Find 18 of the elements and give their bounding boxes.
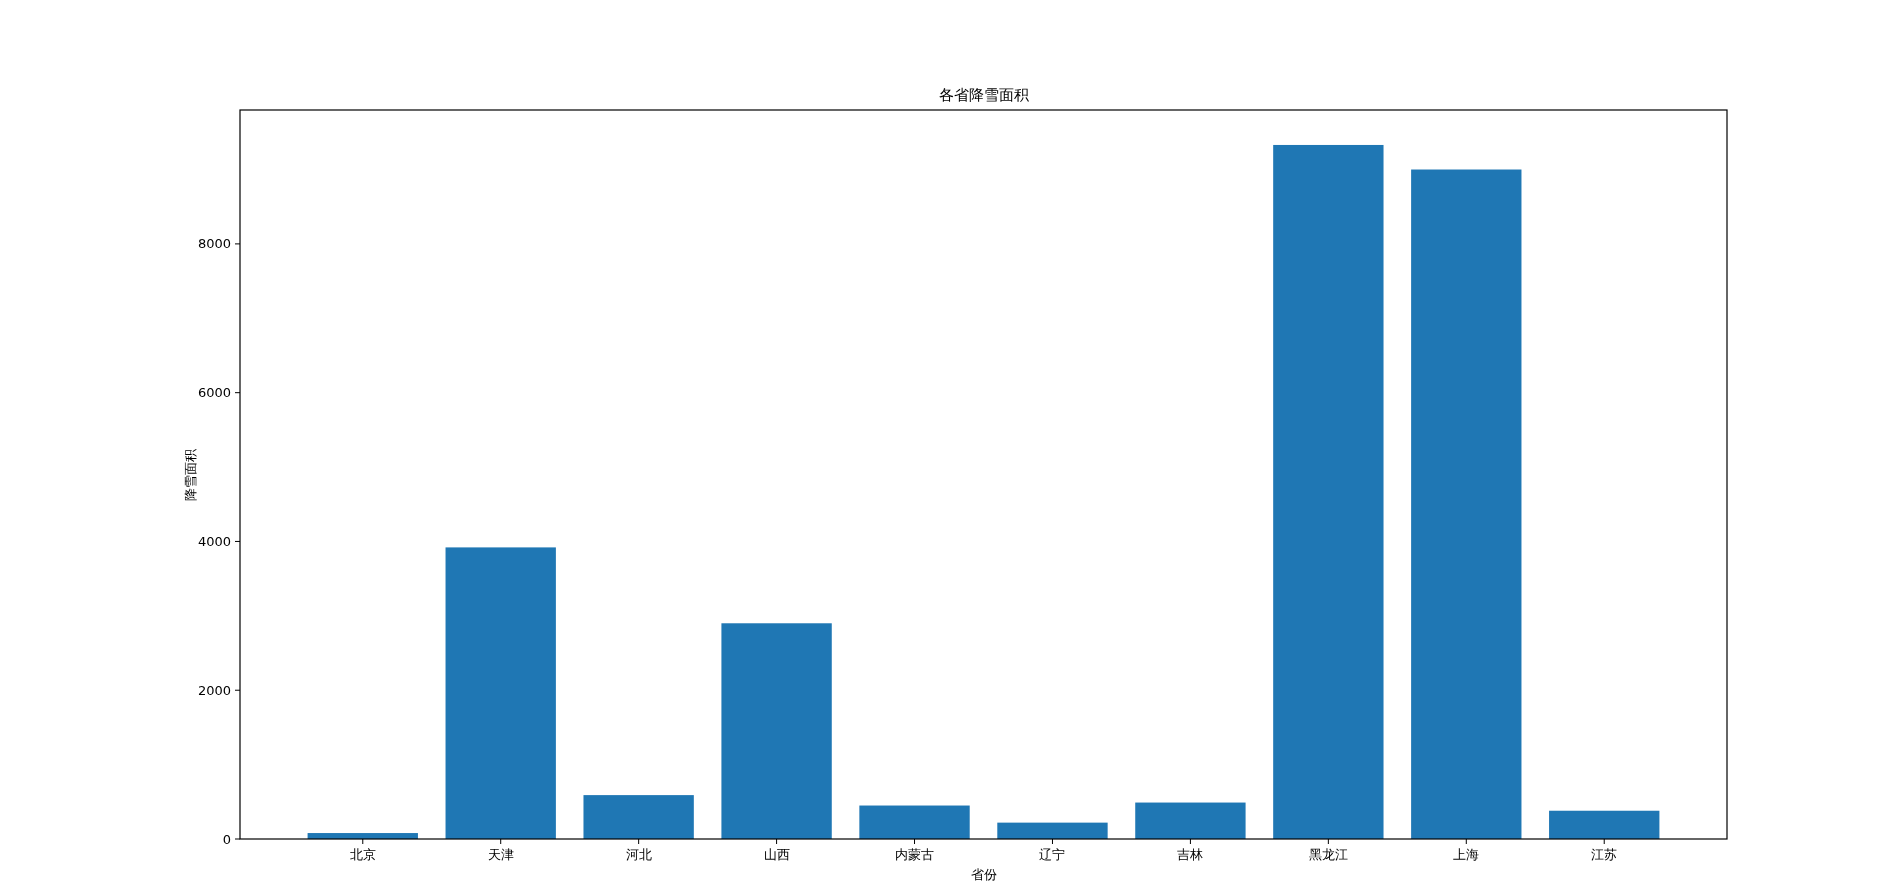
x-tick-label: 北京 — [349, 847, 376, 862]
y-tick-label: 6000 — [197, 385, 231, 401]
x-tick-label: 黑龙江 — [1308, 847, 1348, 862]
x-axis-title: 省份 — [970, 867, 997, 882]
y-tick-label: 0 — [222, 831, 231, 847]
y-tick-label: 2000 — [197, 682, 231, 698]
y-tick-label: 4000 — [197, 533, 231, 549]
x-tick-label: 吉林 — [1177, 847, 1204, 862]
x-tick-label: 辽宁 — [1039, 847, 1066, 862]
chart-title: 各省降雪面积 — [938, 86, 1029, 104]
y-axis-title: 降雪面积 — [183, 448, 198, 501]
x-tick-label: 天津 — [487, 847, 514, 862]
x-tick-label: 江苏 — [1591, 847, 1618, 862]
x-tick-label: 山西 — [763, 847, 790, 862]
x-tick-label: 上海 — [1453, 847, 1480, 862]
x-tick-label: 内蒙古 — [895, 847, 935, 862]
y-tick-label: 8000 — [197, 236, 231, 252]
x-tick-label: 河北 — [625, 847, 652, 862]
